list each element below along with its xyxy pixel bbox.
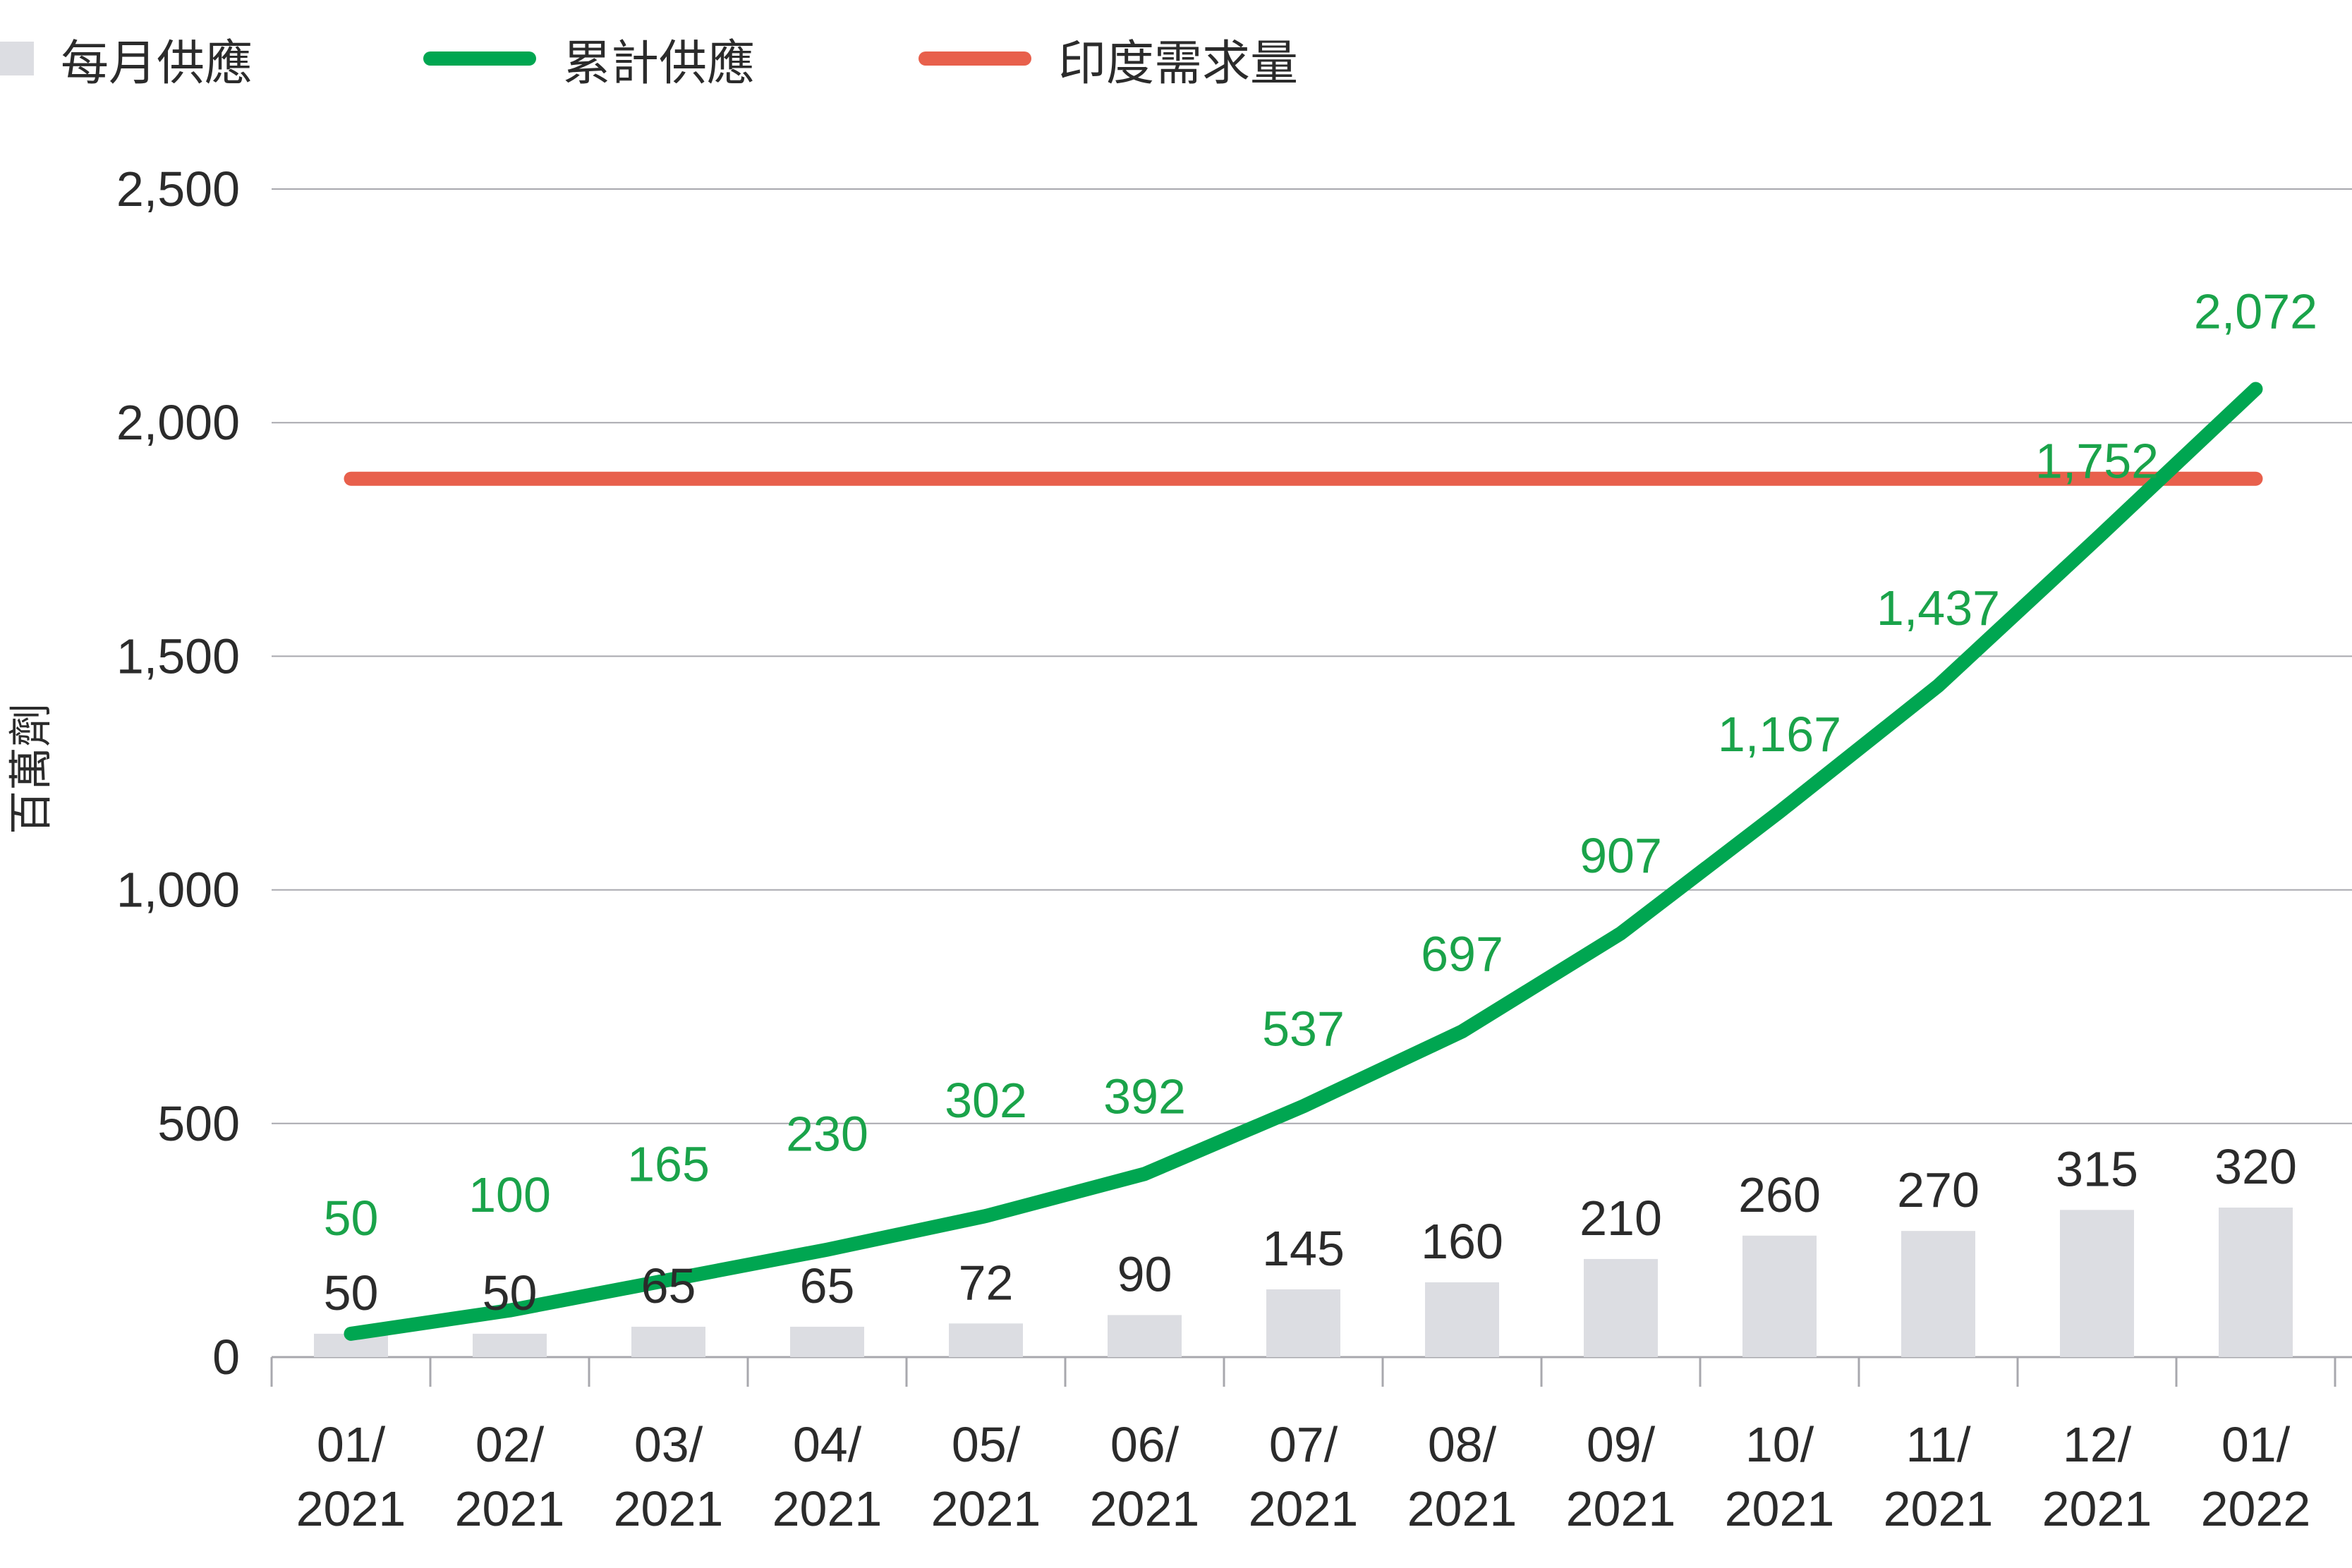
y-tick-label: 1,500 (116, 628, 240, 683)
x-tick-label-year: 2021 (1884, 1481, 1994, 1536)
y-tick-labels: 0 500 1,000 1,500 2,000 2,500 (116, 162, 240, 1385)
bar-data-label: 320 (2214, 1139, 2297, 1194)
y-tick-label: 500 (157, 1096, 240, 1151)
x-tick-label: 01/ (317, 1417, 386, 1472)
legend-label-demand: 印度需求量 (1058, 35, 1299, 92)
cumulative-data-label: 907 (1580, 828, 1662, 883)
cumulative-data-label: 100 (468, 1167, 551, 1222)
legend-item-cumulative: 累計供應 (423, 20, 755, 97)
legend-item-demand: 印度需求量 (919, 20, 1298, 97)
bar (473, 1333, 547, 1357)
cumulative-data-label: 537 (1262, 1001, 1345, 1056)
bar (631, 1326, 705, 1357)
x-tick-label-year: 2022 (2201, 1481, 2311, 1536)
x-tick-label: 06/ (1110, 1417, 1180, 1472)
bar (2219, 1208, 2293, 1357)
cumulative-data-labels: 50 100 165 230 302 392 537 697 907 1,167 1,437 1,75… (324, 284, 2318, 1246)
x-tick-label: 09/ (1587, 1417, 1656, 1472)
x-tick-label: 04/ (793, 1417, 862, 1472)
legend-swatch-demand (919, 51, 1031, 66)
legend-label-cumulative: 累計供應 (563, 35, 756, 92)
bar (1901, 1231, 1975, 1357)
x-tick-label: 10/ (1745, 1417, 1814, 1472)
bar-data-label: 210 (1580, 1191, 1662, 1246)
y-tick-label: 2,500 (116, 162, 240, 217)
bar (1108, 1315, 1182, 1357)
gridlines (272, 188, 2352, 1124)
cumulative-data-label: 1,437 (1877, 581, 2000, 636)
bar-data-label: 50 (324, 1265, 379, 1320)
x-tick-label: 01/ (2221, 1417, 2291, 1472)
cumulative-data-label: 1,752 (2035, 433, 2159, 488)
cumulative-data-label: 2,072 (2194, 284, 2317, 339)
cumulative-data-label: 50 (324, 1191, 379, 1246)
bar (1425, 1282, 1499, 1357)
x-axis: 01/2021 02/2021 03/2021 04/2021 05/2021 06/20… (270, 1356, 2352, 1536)
x-tick-label: 12/ (2063, 1417, 2132, 1472)
legend-swatch-cumulative (423, 51, 536, 66)
cumulative-data-label: 1,167 (1718, 707, 1841, 762)
x-tick-label-year: 2021 (772, 1481, 883, 1536)
bar-data-labels: 50 50 65 65 72 90 145 160 210 260 270 315 320 (324, 1139, 2297, 1320)
bar-series-monthly (314, 1208, 2293, 1357)
x-tick-label-year: 2021 (1566, 1481, 1676, 1536)
bar-data-label: 65 (641, 1258, 696, 1313)
bar (1584, 1258, 1658, 1357)
bar-data-label: 315 (2056, 1141, 2138, 1196)
bar-data-label: 260 (1738, 1167, 1821, 1222)
x-tick-label: 11/ (1905, 1417, 1971, 1472)
x-tick-label-year: 2021 (1090, 1481, 1200, 1536)
bar (949, 1323, 1023, 1357)
y-tick-label: 1,000 (116, 863, 240, 918)
x-tick-label-year: 2021 (455, 1481, 565, 1536)
x-tick-label: 05/ (952, 1417, 1021, 1472)
x-tick-label-year: 2021 (1407, 1481, 1517, 1536)
x-tick-label: 02/ (475, 1417, 545, 1472)
line-series-cumulative (344, 382, 2263, 1341)
legend-swatch-monthly (0, 42, 34, 75)
y-tick-label: 0 (212, 1330, 240, 1385)
cumulative-data-label: 392 (1103, 1069, 1186, 1124)
y-tick-label: 2,000 (116, 395, 240, 450)
x-tick-label-year: 2021 (1725, 1481, 1835, 1536)
x-tick-label-year: 2021 (2042, 1481, 2152, 1536)
bar (1266, 1289, 1340, 1357)
bar (1742, 1235, 1817, 1357)
bar-data-label: 90 (1117, 1246, 1172, 1301)
x-tick-label-year: 2021 (296, 1481, 406, 1536)
cumulative-data-label: 165 (627, 1137, 710, 1192)
cumulative-data-label: 230 (786, 1107, 868, 1162)
bar-data-label: 72 (959, 1255, 1014, 1310)
cumulative-data-label: 302 (945, 1073, 1027, 1128)
x-tick-label: 03/ (634, 1417, 703, 1472)
legend-item-monthly: 每月供應 (0, 20, 253, 97)
x-tick-label-year: 2021 (614, 1481, 724, 1536)
x-tick-label: 07/ (1269, 1417, 1338, 1472)
x-tick-label-year: 2021 (931, 1481, 1041, 1536)
x-tick-label: 08/ (1428, 1417, 1497, 1472)
bar-data-label: 145 (1262, 1221, 1345, 1276)
cumulative-data-label: 697 (1421, 926, 1503, 981)
bar (2060, 1210, 2134, 1357)
bar-data-label: 270 (1897, 1162, 1980, 1217)
bar-data-label: 65 (800, 1258, 855, 1313)
bar (790, 1326, 864, 1357)
cumulative-line (344, 382, 2263, 1341)
legend-label-monthly: 每月供應 (61, 35, 253, 92)
bar-data-label: 50 (483, 1265, 538, 1320)
x-tick-label-year: 2021 (1249, 1481, 1359, 1536)
bar-data-label: 160 (1421, 1214, 1503, 1269)
